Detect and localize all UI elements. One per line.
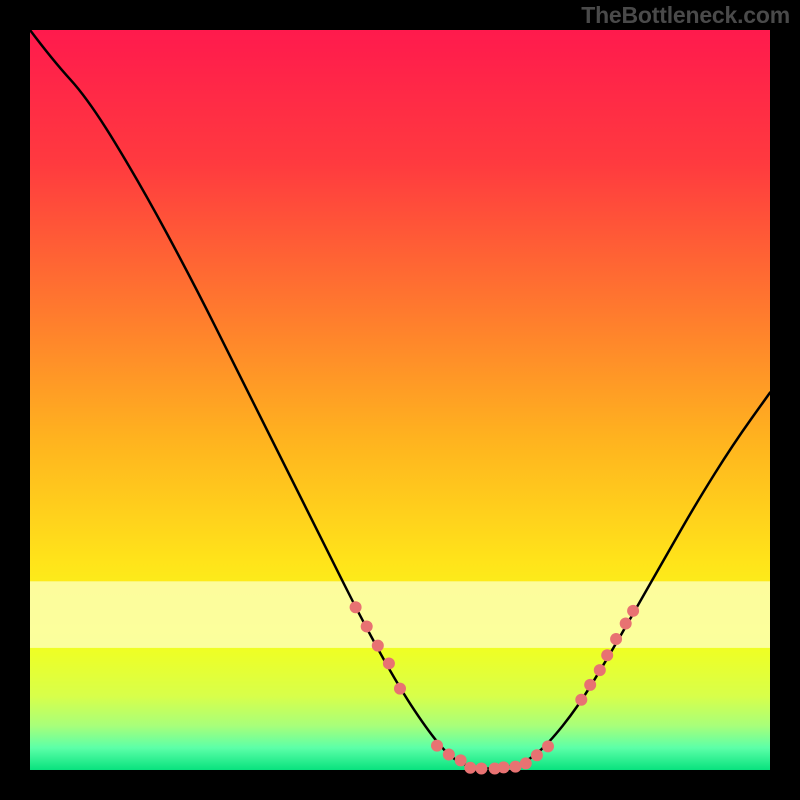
plot-svg [0, 0, 800, 800]
curve-dot [350, 601, 362, 613]
curve-dot [455, 754, 467, 766]
curve-dot [475, 763, 487, 775]
curve-dot [594, 664, 606, 676]
curve-dot [531, 749, 543, 761]
curve-dot [610, 633, 622, 645]
curve-dot [627, 605, 639, 617]
curve-dot [431, 740, 443, 752]
gradient-plot-area [30, 30, 770, 770]
curve-dot [383, 657, 395, 669]
curve-dot [372, 640, 384, 652]
curve-dot [542, 740, 554, 752]
curve-dot [443, 748, 455, 760]
watermark-text: TheBottleneck.com [581, 2, 790, 29]
curve-dot [394, 683, 406, 695]
curve-dot [361, 620, 373, 632]
curve-dot [584, 679, 596, 691]
pale-band [30, 581, 770, 648]
curve-dot [620, 617, 632, 629]
curve-dot [509, 761, 521, 773]
curve-dot [520, 757, 532, 769]
curve-dot [498, 761, 510, 773]
curve-dot [464, 762, 476, 774]
curve-dot [575, 694, 587, 706]
curve-dot [601, 649, 613, 661]
chart-container: TheBottleneck.com [0, 0, 800, 800]
